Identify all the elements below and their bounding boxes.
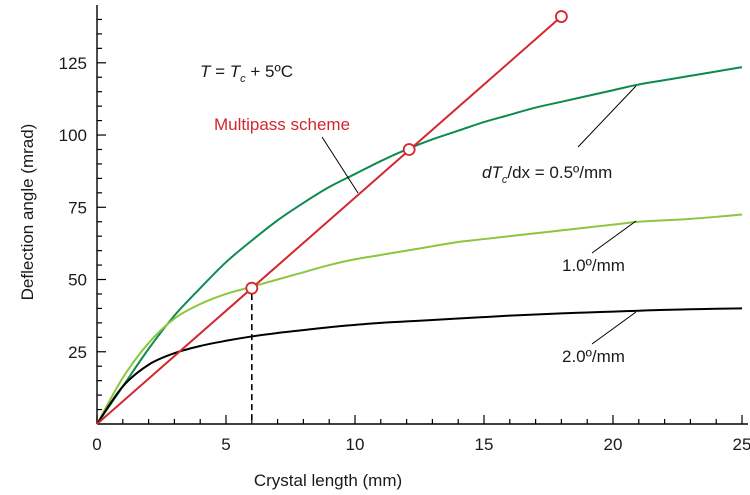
y-tick-label: 50 bbox=[68, 271, 87, 290]
x-tick-label: 20 bbox=[604, 435, 623, 454]
x-tick-label: 5 bbox=[221, 435, 230, 454]
leader-gradient-0-5 bbox=[577, 85, 637, 148]
x-tick-label: 10 bbox=[346, 435, 365, 454]
gradient-rest: /dx = 0.5º/mm bbox=[507, 163, 612, 182]
temperature-annotation: T = Tc + 5ºC bbox=[200, 62, 293, 85]
temperature-equals: = bbox=[210, 62, 229, 81]
leader-gradient-2-0 bbox=[591, 311, 637, 345]
gradient-1-0-label: 1.0º/mm bbox=[562, 256, 625, 275]
x-axis-title: Crystal length (mm) bbox=[254, 471, 402, 490]
leader-lines bbox=[321, 85, 637, 345]
series-line-gradient-1-0 bbox=[96, 213, 743, 425]
multipass-markers bbox=[245, 10, 568, 295]
leader-multipass bbox=[321, 136, 359, 194]
series-line-gradient-0-5 bbox=[96, 66, 743, 425]
x-tick-label: 15 bbox=[475, 435, 494, 454]
y-tick-label: 125 bbox=[59, 54, 87, 73]
y-axis-title: Deflection angle (mrad) bbox=[18, 124, 37, 301]
gradient-0-5-label: dTc/dx = 0.5º/mm bbox=[482, 163, 612, 186]
tick-marks bbox=[96, 18, 743, 424]
series-line-multipass bbox=[96, 15, 563, 425]
temperature-symbol: T bbox=[200, 62, 212, 81]
multipass-label: Multipass scheme bbox=[214, 115, 350, 134]
y-tick-label: 100 bbox=[59, 126, 87, 145]
multipass-marker bbox=[402, 143, 416, 156]
multipass-marker bbox=[555, 10, 568, 23]
leader-gradient-1-0 bbox=[591, 220, 637, 254]
multipass-marker bbox=[245, 281, 259, 295]
axes bbox=[96, 5, 748, 425]
temperature-tc-subscript: c bbox=[240, 73, 246, 85]
tick-labels: 0 5 10 15 20 25 25 50 75 100 125 bbox=[59, 54, 750, 454]
y-tick-label: 75 bbox=[68, 198, 87, 217]
temperature-rest: + 5ºC bbox=[246, 62, 293, 81]
temperature-tc: T bbox=[230, 62, 242, 81]
y-tick-label: 25 bbox=[68, 343, 87, 362]
gradient-dtc: dT bbox=[482, 163, 503, 182]
x-tick-label: 0 bbox=[92, 435, 101, 454]
x-tick-label: 25 bbox=[733, 435, 750, 454]
series-lines bbox=[96, 15, 743, 425]
gradient-dtc-subscript: c bbox=[502, 174, 508, 186]
series-line-gradient-2-0 bbox=[96, 307, 743, 425]
gradient-2-0-label: 2.0º/mm bbox=[562, 347, 625, 366]
